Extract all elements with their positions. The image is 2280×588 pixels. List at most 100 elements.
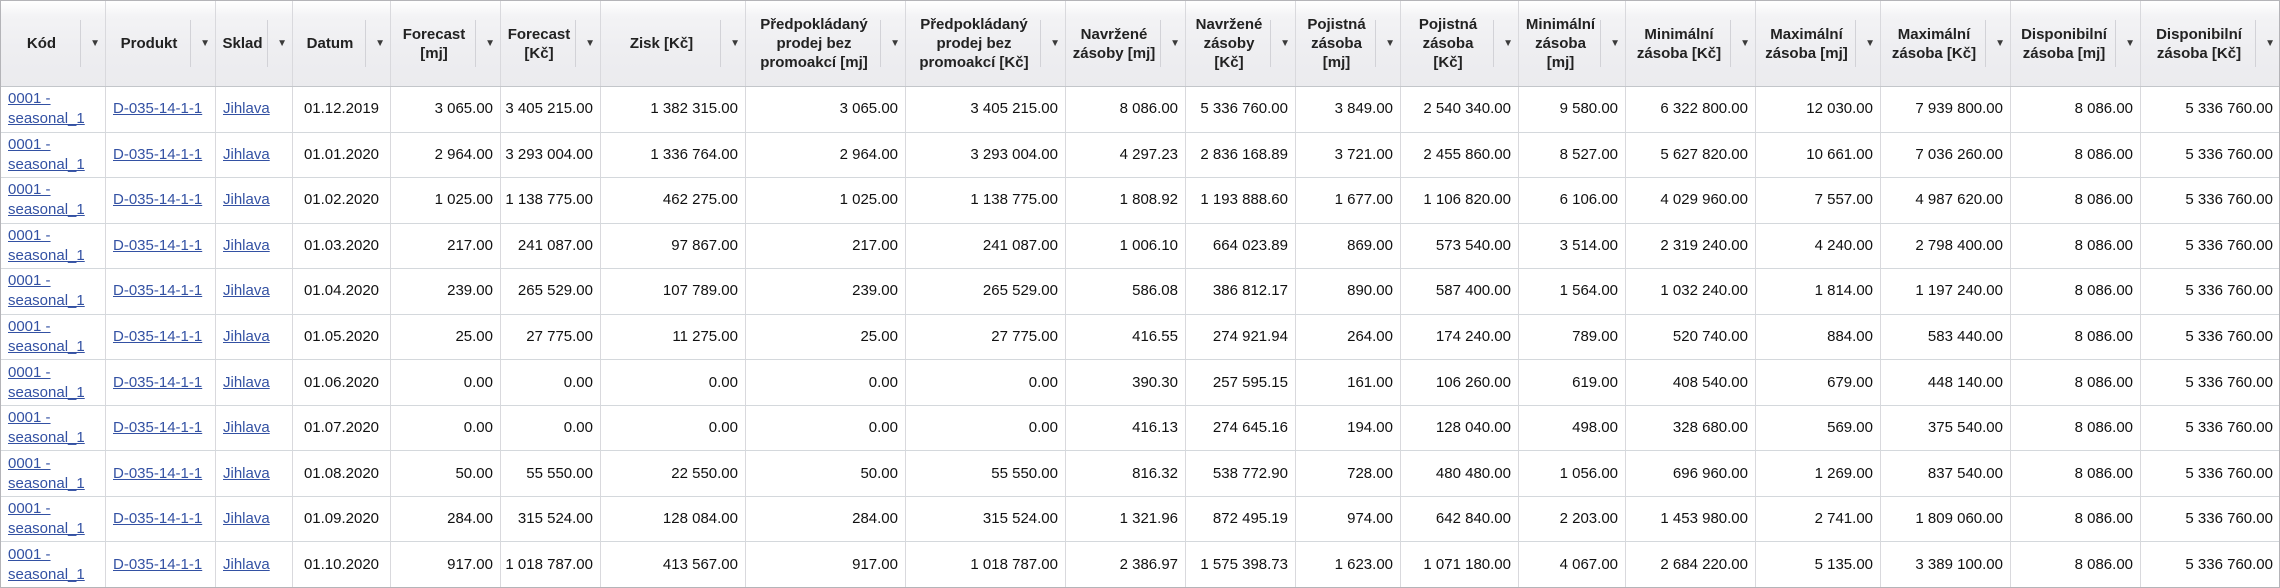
cell-kod: 0001 - seasonal_1	[1, 87, 106, 132]
filter-dropdown-icon[interactable]: ▼	[375, 37, 385, 49]
produkt-link[interactable]: D-035-14-1-1	[113, 100, 203, 118]
numeric-value: 5 336 760.00	[2185, 373, 2273, 391]
column-header-produkt[interactable]: Produkt ▼	[106, 1, 216, 86]
kod-link[interactable]: 0001 - seasonal_1	[8, 181, 85, 219]
numeric-value: 25.00	[455, 328, 493, 345]
column-header-maximalni_zasoba_mj[interactable]: Maximální zásoba [mj] ▼	[1756, 1, 1881, 86]
sklad-link[interactable]: Jihlava	[223, 555, 270, 573]
date-value: 01.03.2020	[303, 236, 380, 254]
kod-link[interactable]: 0001 - seasonal_1	[8, 363, 85, 401]
sklad-link[interactable]: Jihlava	[223, 464, 270, 482]
kod-link[interactable]: 0001 - seasonal_1	[8, 272, 85, 310]
filter-dropdown-icon[interactable]: ▼	[1865, 37, 1875, 49]
cell-pojistna_zasoba_mj: 1 623.00	[1296, 542, 1401, 587]
kod-link[interactable]: 0001 - seasonal_1	[8, 409, 85, 447]
cell-forecast_mj: 3 065.00	[391, 87, 501, 132]
produkt-link[interactable]: D-035-14-1-1	[113, 328, 203, 345]
column-header-disponibilni_zasoba_kc[interactable]: Disponibilní zásoba [Kč] ▼	[2141, 1, 2279, 86]
filter-dropdown-icon[interactable]: ▼	[1995, 37, 2005, 49]
column-header-kod[interactable]: Kód ▼	[1, 1, 106, 86]
numeric-value: 8 086.00	[2074, 555, 2133, 573]
numeric-value: 1 032 240.00	[1660, 282, 1748, 300]
produkt-link[interactable]: D-035-14-1-1	[113, 419, 203, 437]
sklad-link[interactable]: Jihlava	[223, 236, 270, 254]
kod-link[interactable]: 0001 - seasonal_1	[8, 226, 85, 264]
filter-dropdown-icon[interactable]: ▼	[1170, 37, 1180, 49]
column-header-label: Forecast [Kč]	[507, 25, 571, 62]
filter-dropdown-icon[interactable]: ▼	[585, 37, 595, 49]
produkt-link[interactable]: D-035-14-1-1	[113, 191, 203, 209]
cell-pojistna_zasoba_kc: 106 260.00	[1401, 360, 1519, 405]
filter-dropdown-icon[interactable]: ▼	[1050, 37, 1060, 49]
produkt-link[interactable]: D-035-14-1-1	[113, 282, 203, 300]
cell-minimalni_zasoba_mj: 619.00	[1519, 360, 1626, 405]
sklad-link[interactable]: Jihlava	[223, 510, 270, 528]
produkt-link[interactable]: D-035-14-1-1	[113, 510, 203, 528]
cell-zisk_kc: 0.00	[601, 405, 746, 451]
column-header-label: Pojistná zásoba [Kč]	[1418, 16, 1478, 71]
header-separator	[190, 19, 191, 68]
filter-dropdown-icon[interactable]: ▼	[890, 37, 900, 49]
filter-dropdown-icon[interactable]: ▼	[1740, 37, 1750, 49]
numeric-value: 0.00	[1028, 419, 1058, 437]
sklad-link[interactable]: Jihlava	[223, 373, 270, 391]
kod-link[interactable]: 0001 - seasonal_1	[8, 90, 85, 128]
cell-produkt: D-035-14-1-1	[106, 87, 216, 132]
kod-link[interactable]: 0001 - seasonal_1	[8, 318, 85, 355]
filter-dropdown-icon[interactable]: ▼	[1280, 37, 1290, 49]
filter-dropdown-icon[interactable]: ▼	[277, 37, 287, 49]
column-header-forecast_mj[interactable]: Forecast [mj] ▼	[391, 1, 501, 86]
produkt-link[interactable]: D-035-14-1-1	[113, 145, 203, 163]
numeric-value: 97 867.00	[671, 236, 738, 254]
filter-dropdown-icon[interactable]: ▼	[200, 37, 210, 49]
filter-dropdown-icon[interactable]: ▼	[1503, 37, 1513, 49]
produkt-link[interactable]: D-035-14-1-1	[113, 464, 203, 482]
column-header-minimalni_zasoba_kc[interactable]: Minimální zásoba [Kč] ▼	[1626, 1, 1756, 86]
sklad-link[interactable]: Jihlava	[223, 282, 270, 300]
numeric-value: 2 455 860.00	[1423, 145, 1511, 163]
sklad-link[interactable]: Jihlava	[223, 419, 270, 437]
column-header-pojistna_zasoba_kc[interactable]: Pojistná zásoba [Kč] ▼	[1401, 1, 1519, 86]
cell-disponibilni_zasoba_mj: 8 086.00	[2011, 542, 2141, 587]
sklad-link[interactable]: Jihlava	[223, 328, 270, 345]
numeric-value: 1 677.00	[1334, 191, 1393, 209]
kod-link[interactable]: 0001 - seasonal_1	[8, 500, 85, 538]
kod-link[interactable]: 0001 - seasonal_1	[8, 135, 85, 173]
sklad-link[interactable]: Jihlava	[223, 145, 270, 163]
sklad-link[interactable]: Jihlava	[223, 100, 270, 118]
filter-dropdown-icon[interactable]: ▼	[90, 37, 100, 49]
column-header-predpokladany_prodej_bez_promoakci_kc[interactable]: Předpokládaný prodej bez promoakcí [Kč] ▼	[906, 1, 1066, 86]
column-header-maximalni_zasoba_kc[interactable]: Maximální zásoba [Kč] ▼	[1881, 1, 2011, 86]
filter-dropdown-icon[interactable]: ▼	[1385, 37, 1395, 49]
numeric-value: 0.00	[708, 419, 738, 437]
date-value: 01.01.2020	[303, 145, 380, 163]
cell-minimalni_zasoba_kc: 1 032 240.00	[1626, 269, 1756, 314]
column-header-pojistna_zasoba_mj[interactable]: Pojistná zásoba [mj] ▼	[1296, 1, 1401, 86]
column-header-zisk_kc[interactable]: Zisk [Kč] ▼	[601, 1, 746, 86]
column-header-navrzene_zasoby_mj[interactable]: Navržené zásoby [mj] ▼	[1066, 1, 1186, 86]
numeric-value: 4 067.00	[1559, 555, 1618, 573]
column-header-minimalni_zasoba_mj[interactable]: Minimální zásoba [mj] ▼	[1519, 1, 1626, 86]
column-header-forecast_kc[interactable]: Forecast [Kč] ▼	[501, 1, 601, 86]
column-header-predpokladany_prodej_bez_promoakci_mj[interactable]: Předpokládaný prodej bez promoakcí [mj] ▼	[746, 1, 906, 86]
column-header-navrzene_zasoby_kc[interactable]: Navržené zásoby [Kč] ▼	[1186, 1, 1296, 86]
cell-produkt: D-035-14-1-1	[106, 132, 216, 178]
column-header-datum[interactable]: Datum ▼	[293, 1, 391, 86]
numeric-value: 3 389 100.00	[1915, 555, 2003, 573]
numeric-value: 8 086.00	[1119, 100, 1178, 118]
filter-dropdown-icon[interactable]: ▼	[485, 37, 495, 49]
kod-link[interactable]: 0001 - seasonal_1	[8, 454, 85, 492]
kod-link[interactable]: 0001 - seasonal_1	[8, 545, 85, 583]
filter-dropdown-icon[interactable]: ▼	[2125, 37, 2135, 49]
produkt-link[interactable]: D-035-14-1-1	[113, 373, 203, 391]
produkt-link[interactable]: D-035-14-1-1	[113, 555, 203, 573]
produkt-link[interactable]: D-035-14-1-1	[113, 236, 203, 254]
filter-dropdown-icon[interactable]: ▼	[2265, 37, 2275, 49]
filter-dropdown-icon[interactable]: ▼	[1610, 37, 1620, 49]
column-header-disponibilni_zasoba_mj[interactable]: Disponibilní zásoba [mj] ▼	[2011, 1, 2141, 86]
filter-dropdown-icon[interactable]: ▼	[730, 37, 740, 49]
sklad-link[interactable]: Jihlava	[223, 191, 270, 209]
cell-minimalni_zasoba_kc: 6 322 800.00	[1626, 87, 1756, 132]
numeric-value: 8 086.00	[2074, 328, 2133, 345]
column-header-sklad[interactable]: Sklad ▼	[216, 1, 293, 86]
